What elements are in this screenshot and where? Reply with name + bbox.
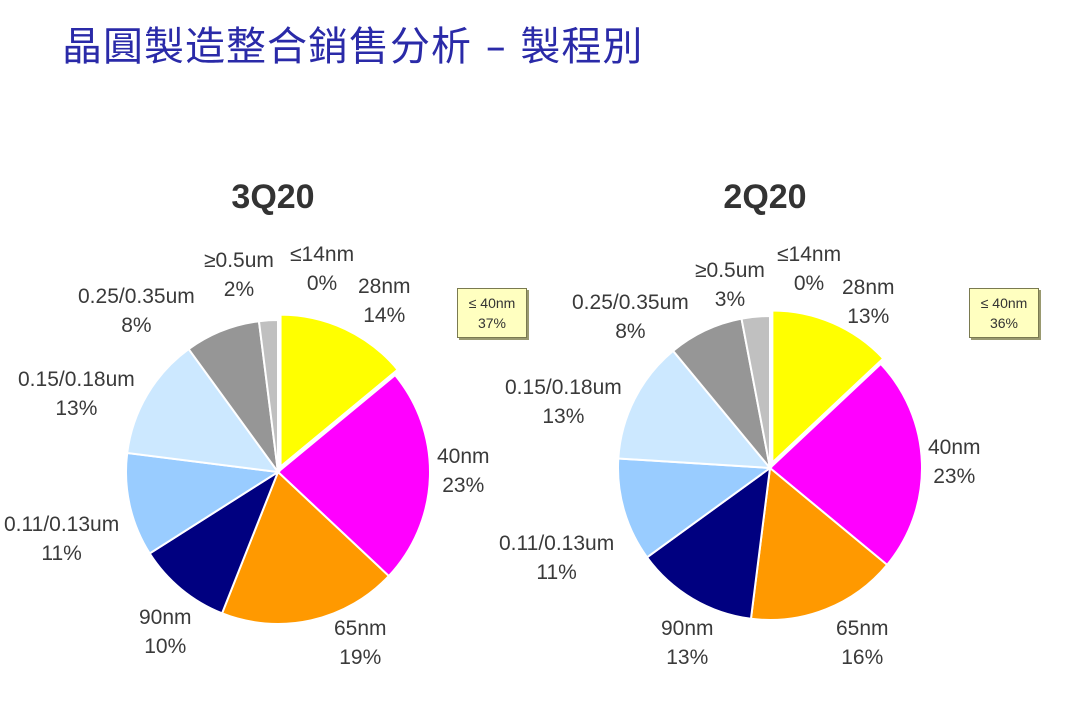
label-3q20-011-013um: 0.11/0.13um 11%: [4, 513, 120, 565]
label-2q20-40nm: 40nm 23%: [928, 436, 981, 488]
label-2q20-011-013um: 0.11/0.13um 11%: [499, 532, 615, 584]
slice-2q20-2: [749, 466, 889, 621]
summary-box-3q20: ≤ 40nm 37%: [457, 288, 527, 338]
slice-3q20-0: [279, 313, 400, 469]
label-2q20-ge05um: ≥0.5um 3%: [695, 259, 765, 311]
label-3q20-65nm: 65nm 19%: [334, 617, 387, 669]
pie-2q20: [617, 309, 923, 621]
summary-box-2q20: ≤ 40nm 36%: [969, 288, 1039, 338]
label-3q20-28nm: 28nm 14%: [358, 275, 411, 327]
slice-3q20-1: [276, 373, 431, 578]
slice-2q20-0: [771, 309, 885, 465]
slice-2q20-7: [740, 314, 771, 469]
label-3q20-025-035um: 0.25/0.35um 8%: [78, 285, 195, 337]
slice-3q20-7: [257, 318, 279, 473]
label-2q20-le14nm: ≤14nm 0%: [777, 243, 842, 295]
label-2q20-025-035um: 0.25/0.35um 8%: [572, 291, 689, 343]
label-3q20-le14nm: ≤14nm 0%: [290, 243, 355, 295]
slice-3q20-4: [125, 451, 281, 555]
slice-2q20-1: [768, 362, 923, 567]
slice-2q20-3: [645, 465, 772, 620]
label-2q20-28nm: 28nm 13%: [842, 276, 895, 328]
label-2q20-015-018um: 0.15/0.18um 13%: [505, 376, 622, 428]
slice-2q20-5: [617, 349, 773, 470]
label-2q20-90nm: 90nm 13%: [661, 617, 714, 669]
chart-title-3q20: 3Q20: [231, 178, 315, 216]
slice-3q20-5: [126, 347, 281, 474]
slice-3q20-3: [148, 469, 281, 615]
label-3q20-ge05um: ≥0.5um 2%: [204, 249, 274, 301]
label-2q20-65nm: 65nm 16%: [836, 617, 889, 669]
slice-2q20-4: [617, 457, 773, 559]
label-3q20-015-018um: 0.15/0.18um 13%: [18, 368, 135, 420]
page-title: 晶圓製造整合銷售分析 – 製程別: [62, 24, 644, 70]
chart-title-2q20: 2Q20: [723, 178, 807, 216]
pie-3q20: [125, 313, 431, 625]
label-3q20-90nm: 90nm 10%: [139, 606, 192, 658]
label-3q20-40nm: 40nm 23%: [437, 445, 490, 497]
